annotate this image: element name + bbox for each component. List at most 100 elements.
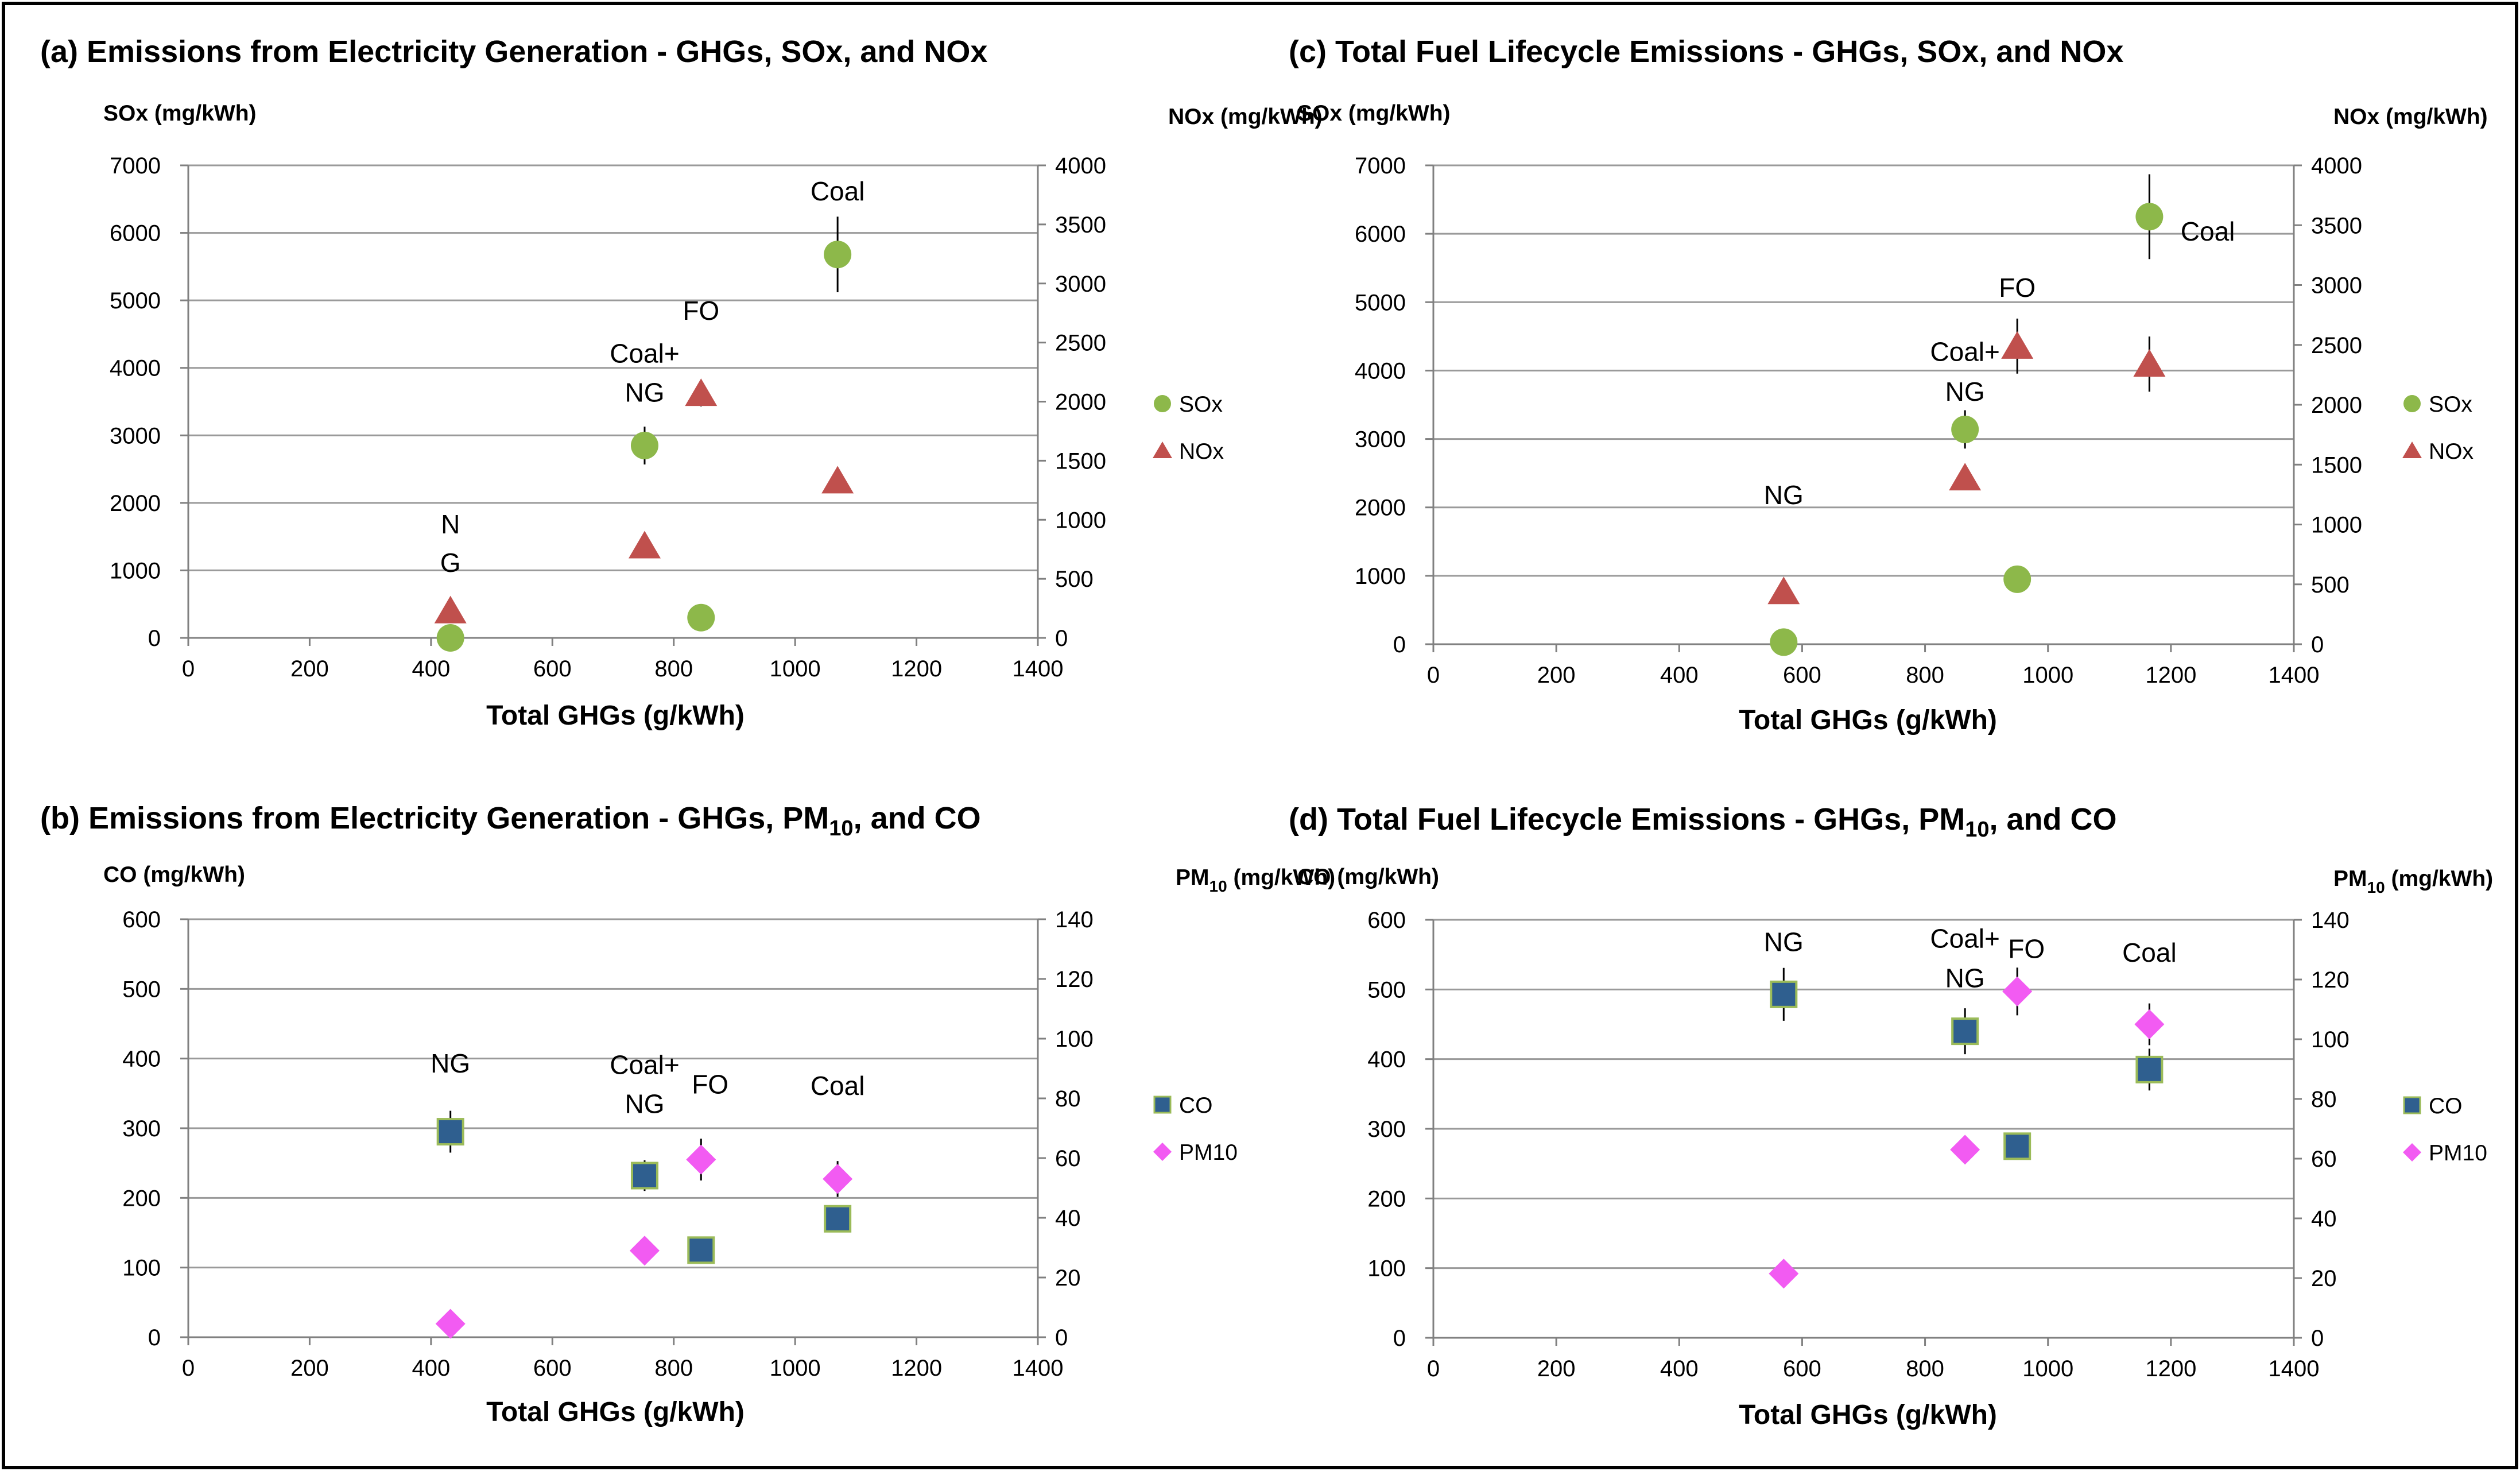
x-axis-label: Total GHGs (g/kWh) (486, 700, 745, 731)
series-sox (436, 216, 852, 652)
y-left-axis-label-main: SOx (mg/kWh) (1297, 101, 1451, 126)
co-point (824, 1205, 852, 1233)
pm10-point (2134, 1009, 2165, 1039)
point-annotation: FO (683, 296, 719, 326)
panel-b: (b) Emissions from Electricity Generatio… (40, 801, 1335, 1427)
y-left-tick-label: 200 (1367, 1186, 1406, 1211)
x-tick-label: 600 (1783, 663, 1821, 688)
nox-point (821, 466, 854, 494)
y-right-tick-label: 0 (1055, 626, 1068, 651)
legend-item-sox: SOx (2403, 392, 2472, 417)
x-tick-label: 1400 (2269, 1356, 2320, 1381)
legend-item-co: CO (1153, 1093, 1213, 1118)
y-right-axis-label: PM10 (mg/kWh) (1176, 865, 1335, 895)
y-right-tick-label: 2000 (1055, 390, 1106, 415)
y-right-tick-label: 1500 (2311, 452, 2362, 478)
nox-point (2001, 331, 2034, 359)
legend-label: NOx (2429, 439, 2474, 464)
y-left-tick-label: 7000 (1355, 153, 1406, 179)
point-annotation: Coal+ (1930, 337, 1999, 367)
series-nox (1767, 318, 2166, 605)
sox-point (1770, 628, 1798, 656)
y-left-axis-label: CO (mg/kWh) (103, 862, 245, 887)
y-right-tick-label: 2500 (1055, 331, 1106, 356)
co-point (2003, 1132, 2031, 1160)
y-right-tick-label: 0 (2311, 632, 2324, 657)
sox-point (824, 241, 852, 269)
y-left-tick-label: 3000 (1355, 427, 1406, 452)
legend-label: NOx (1179, 439, 1224, 464)
y-right-tick-label: 3500 (2311, 213, 2362, 238)
legend-item-pm10: PM10 (2403, 1141, 2487, 1166)
y-right-tick-label: 120 (1055, 967, 1094, 992)
y-left-tick-label: 400 (1367, 1047, 1406, 1073)
x-tick-label: 600 (533, 1356, 572, 1381)
panel-title-sub: 10 (829, 816, 853, 841)
y-right-tick-label: 1000 (2311, 513, 2362, 538)
co-point (2135, 1055, 2164, 1083)
sox-point (436, 624, 464, 652)
y-right-axis-label-main: PM (1176, 865, 1209, 890)
x-tick-label: 1000 (2022, 663, 2073, 688)
series-pm10 (435, 1139, 853, 1339)
pm10-point (2002, 976, 2033, 1007)
panel-c: (c) Total Fuel Lifecycle Emissions - GHG… (1289, 34, 2488, 736)
nox-point (1949, 463, 1982, 491)
panel-title-main: (c) Total Fuel Lifecycle Emissions - GHG… (1289, 34, 2123, 69)
y-left-tick-label: 100 (122, 1256, 161, 1281)
panel-title: (c) Total Fuel Lifecycle Emissions - GHG… (1289, 34, 2123, 69)
x-tick-label: 800 (654, 1356, 693, 1381)
y-left-tick-label: 500 (1367, 977, 1406, 1002)
x-tick-label: 0 (1427, 663, 1440, 688)
y-right-tick-label: 60 (1055, 1146, 1081, 1171)
point-annotation: NG (1945, 963, 1985, 993)
point-annotation: Coal+ (1930, 924, 1999, 954)
point-annotation: Coal (811, 1071, 865, 1101)
x-tick-label: 1200 (2145, 1356, 2196, 1381)
point-annotation: Coal (811, 176, 865, 206)
y-left-tick-label: 500 (122, 977, 161, 1002)
x-tick-label: 200 (290, 656, 329, 682)
y-left-tick-label: 5000 (1355, 290, 1406, 315)
x-tick-label: 400 (412, 1356, 450, 1381)
sox-point (1951, 415, 1979, 443)
y-left-tick-label: 100 (1367, 1256, 1406, 1282)
y-right-tick-label: 2500 (2311, 333, 2362, 358)
legend-item-nox: NOx (2402, 439, 2474, 464)
co-point (1770, 980, 1798, 1008)
y-left-tick-label: 300 (1367, 1117, 1406, 1142)
y-left-tick-label: 1000 (110, 558, 161, 583)
y-right-tick-label: 20 (1055, 1265, 1081, 1291)
legend-marker (2403, 1096, 2421, 1114)
y-right-axis-label-sub: 10 (2367, 878, 2385, 896)
panel-title-main: (b) Emissions from Electricity Generatio… (40, 801, 829, 835)
panel-a: (a) Emissions from Electricity Generatio… (40, 34, 1323, 731)
panel-title-main: (d) Total Fuel Lifecycle Emissions - GHG… (1289, 802, 1965, 837)
y-right-tick-label: 140 (2311, 908, 2350, 933)
point-annotation: NG (431, 1048, 470, 1078)
pm10-point (629, 1236, 660, 1266)
x-tick-label: 800 (1906, 1356, 1944, 1381)
y-right-axis-label-tail: (mg/kWh) (1227, 865, 1335, 890)
nox-point (628, 531, 661, 559)
point-annotation: Coal (2122, 938, 2177, 967)
pm10-point (435, 1309, 466, 1339)
y-right-tick-label: 20 (2311, 1266, 2337, 1291)
x-tick-label: 400 (412, 656, 450, 682)
y-right-tick-label: 0 (1055, 1325, 1068, 1350)
co-point (1951, 1017, 1979, 1046)
y-left-tick-label: 2000 (1355, 496, 1406, 521)
legend-label: SOx (2429, 392, 2472, 417)
y-right-tick-label: 40 (1055, 1206, 1081, 1231)
point-annotation: NG (1945, 377, 1985, 407)
legend-marker (1153, 1095, 1172, 1114)
panel-title-tail: , and CO (1990, 802, 2117, 837)
legend-item-co: CO (2403, 1094, 2463, 1118)
panel-title: (b) Emissions from Electricity Generatio… (40, 801, 981, 841)
y-left-tick-label: 6000 (1355, 222, 1406, 247)
y-right-axis-label-main: PM (2333, 866, 2367, 891)
x-tick-label: 0 (1427, 1356, 1440, 1381)
y-right-tick-label: 0 (2311, 1326, 2324, 1351)
